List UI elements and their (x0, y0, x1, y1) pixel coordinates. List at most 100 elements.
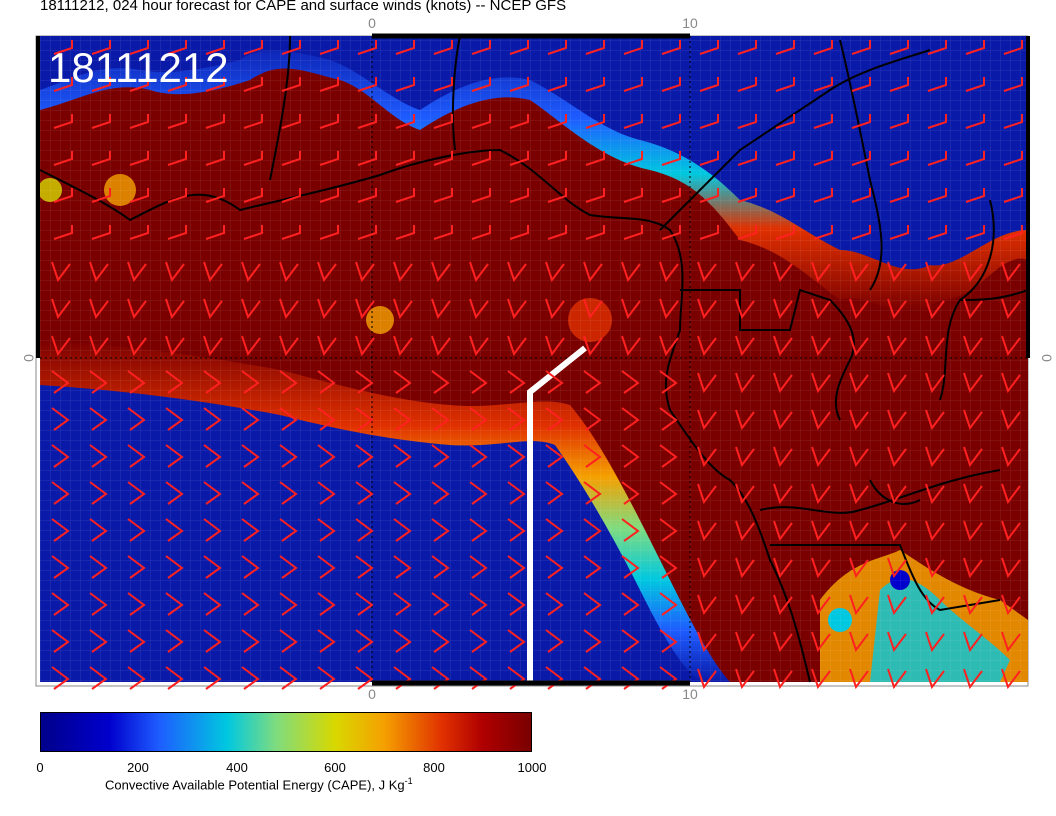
wind-barb (963, 594, 983, 616)
wind-barb (697, 446, 717, 468)
wind-barb (89, 370, 108, 394)
wind-barb (963, 520, 983, 542)
wind-barb (243, 151, 263, 166)
wind-barb (355, 592, 374, 616)
wind-barb (547, 151, 567, 166)
wind-barb (127, 444, 146, 468)
wind-barb (469, 298, 489, 320)
wind-barb (735, 631, 755, 653)
wind-barb (735, 483, 755, 505)
top-tick-10: 10 (682, 15, 698, 31)
wind-barb (621, 481, 640, 505)
wind-barb (849, 298, 869, 320)
wind-barb (1001, 409, 1021, 431)
wind-barb (585, 114, 605, 129)
wind-barb (925, 409, 945, 431)
colorbar-tick: 1000 (517, 760, 547, 775)
wind-barb (927, 188, 947, 203)
wind-barb (925, 594, 945, 616)
wind-barb (205, 40, 225, 55)
wind-barb (279, 261, 299, 283)
wind-barb (433, 40, 453, 55)
wind-barb (849, 557, 869, 579)
wind-barb (243, 77, 263, 92)
wind-barb (51, 298, 71, 320)
wind-barb (471, 225, 491, 240)
wind-barb (735, 446, 755, 468)
wind-barb (965, 40, 985, 55)
wind-barb (431, 444, 450, 468)
wind-barb (393, 518, 412, 542)
wind-barb (127, 592, 146, 616)
wind-barb (91, 77, 111, 92)
wind-barb (319, 188, 339, 203)
wind-barb (925, 483, 945, 505)
wind-barb (395, 225, 415, 240)
wind-barb (775, 151, 795, 166)
wind-barb (127, 261, 147, 283)
wind-barb (813, 225, 833, 240)
wind-barb (205, 188, 225, 203)
wind-barb (203, 335, 223, 357)
wind-barb (965, 77, 985, 92)
wind-barb (1001, 261, 1021, 283)
wind-barb (165, 444, 184, 468)
wind-barb (621, 555, 640, 579)
wind-barb (355, 444, 374, 468)
colorbar-label-unit-exponent: -1 (404, 776, 413, 786)
wind-barb (129, 188, 149, 203)
wind-barb (127, 518, 146, 542)
wind-barb (699, 114, 719, 129)
transect-line (527, 345, 587, 682)
wind-barb (431, 261, 451, 283)
wind-barb (509, 114, 529, 129)
wind-barb (509, 151, 529, 166)
wind-barb (851, 40, 871, 55)
wind-barb (319, 114, 339, 129)
wind-barb (965, 114, 985, 129)
wind-barb (811, 631, 831, 653)
wind-barb (317, 555, 336, 579)
right-tick-0: 0 (1039, 354, 1055, 362)
wind-barb (925, 446, 945, 468)
wind-barb (127, 407, 146, 431)
wind-barb (355, 298, 375, 320)
wind-barb (89, 518, 108, 542)
wind-barb (203, 592, 222, 616)
wind-barb (813, 114, 833, 129)
wind-barb (395, 151, 415, 166)
wind-barb (167, 188, 187, 203)
wind-barb (279, 666, 298, 690)
wind-barb (51, 629, 70, 653)
wind-barb (127, 555, 146, 579)
wind-barb (661, 151, 681, 166)
grid-overlay (40, 36, 1028, 682)
wind-barb (281, 114, 301, 129)
wind-barb (621, 518, 640, 542)
colorbar-label-main: Convective Available Potential Energy (C… (105, 777, 405, 793)
wind-barb (317, 481, 336, 505)
wind-barb (811, 261, 831, 283)
wind-barb (699, 151, 719, 166)
wind-barb (129, 40, 149, 55)
wind-barb (659, 666, 678, 690)
wind-barb (165, 335, 185, 357)
wind-barb (623, 114, 643, 129)
wind-barb (507, 555, 526, 579)
wind-barb (773, 372, 793, 394)
date-stamp: 18111212 (48, 44, 229, 91)
wind-barb (203, 555, 222, 579)
wind-barb (545, 481, 564, 505)
wind-barb (583, 335, 603, 357)
wind-barb (89, 629, 108, 653)
wind-barb (89, 592, 108, 616)
wind-barb (509, 77, 529, 92)
wind-barb (355, 370, 374, 394)
wind-barb (471, 40, 491, 55)
wind-barb (887, 520, 907, 542)
wind-barb (925, 372, 945, 394)
wind-barb (129, 114, 149, 129)
wind-barb (89, 261, 109, 283)
wind-barb (129, 225, 149, 240)
wind-barb (851, 114, 871, 129)
